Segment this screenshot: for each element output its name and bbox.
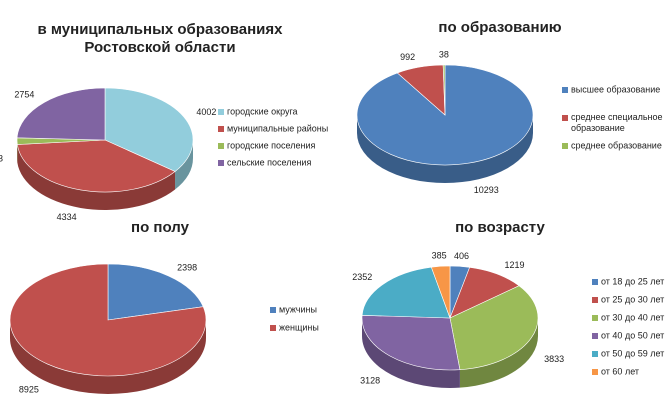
legend-label: мужчины bbox=[279, 304, 317, 314]
pie-slice bbox=[449, 285, 539, 370]
pie-side bbox=[362, 318, 460, 389]
pie-slice bbox=[16, 139, 176, 193]
data-label: 3833 bbox=[544, 354, 564, 364]
legend-swatch bbox=[562, 115, 568, 121]
pie-tops bbox=[9, 263, 207, 377]
legend-label: среднее образование bbox=[571, 140, 662, 150]
pie-tops bbox=[16, 87, 194, 193]
data-label: 406 bbox=[454, 251, 469, 261]
legend-label: от 50 до 59 лет bbox=[601, 348, 664, 358]
legend-swatch bbox=[562, 143, 568, 149]
legend-swatch bbox=[218, 109, 224, 115]
pie-tops bbox=[361, 265, 539, 371]
pie-slice bbox=[361, 266, 451, 319]
legend-swatch bbox=[592, 351, 598, 357]
legend-label: от 25 до 30 лет bbox=[601, 294, 664, 304]
data-label: 385 bbox=[432, 251, 447, 261]
pie-chart: по полу 2398 8925 мужчины женщины bbox=[9, 219, 319, 394]
data-label: 1219 bbox=[504, 260, 524, 270]
data-label: 2398 bbox=[177, 262, 197, 272]
legend-label: муниципальные районы bbox=[227, 123, 328, 133]
legend-swatch bbox=[592, 279, 598, 285]
pie-slice bbox=[107, 263, 204, 321]
legend-swatch bbox=[592, 297, 598, 303]
chart-title: по возрасту bbox=[455, 219, 545, 236]
pie-slice bbox=[361, 314, 461, 371]
pie-walls bbox=[10, 320, 206, 394]
pie-slice bbox=[9, 263, 207, 377]
pie-tops bbox=[356, 64, 534, 166]
legend-swatch bbox=[592, 369, 598, 375]
legend-label: от 30 до 40 лет bbox=[601, 312, 664, 322]
legend-swatch bbox=[592, 315, 598, 321]
pie-slice bbox=[430, 265, 451, 319]
legend-label: от 40 до 50 лет bbox=[601, 330, 664, 340]
pie-side bbox=[357, 115, 533, 183]
legend-swatch bbox=[270, 325, 276, 331]
legend-label: от 60 лет bbox=[601, 366, 639, 376]
legend-swatch bbox=[218, 143, 224, 149]
legend-label: женщины bbox=[279, 322, 319, 332]
data-label: 38 bbox=[439, 49, 449, 59]
pie-slice bbox=[104, 87, 194, 172]
legend-label: высшее образование bbox=[571, 84, 660, 94]
data-label: 992 bbox=[400, 52, 415, 62]
legend-label: городские поселения bbox=[227, 140, 315, 150]
legend-swatch bbox=[218, 160, 224, 166]
pie-side bbox=[459, 318, 538, 388]
pie-chart: в муниципальных образованиях Ростовской о… bbox=[0, 21, 328, 222]
data-label: 4002 bbox=[196, 107, 216, 117]
legend-swatch bbox=[218, 126, 224, 132]
pie-walls bbox=[357, 115, 533, 183]
legend-label: городские округа bbox=[227, 106, 298, 116]
pie-side bbox=[10, 320, 206, 394]
legend-swatch bbox=[592, 333, 598, 339]
legend-swatch bbox=[270, 307, 276, 313]
data-label: 233 bbox=[0, 154, 3, 164]
pie-slice bbox=[442, 64, 446, 116]
pie-side bbox=[175, 140, 193, 190]
data-label: 4334 bbox=[57, 212, 77, 222]
chart-title: по полу bbox=[131, 219, 190, 236]
chart-title: в муниципальных образованиях Ростовской о… bbox=[38, 21, 284, 56]
data-label: 8925 bbox=[19, 384, 39, 394]
data-label: 2352 bbox=[352, 272, 372, 282]
legend-swatch bbox=[562, 87, 568, 93]
pie-chart: по возрасту 406 1219 3833 3128 2352 385 от 18 д… bbox=[352, 219, 664, 389]
data-label: 2754 bbox=[14, 90, 34, 100]
pie-walls bbox=[362, 318, 538, 389]
legend-label: среднее специальное образование bbox=[571, 112, 663, 133]
legend-label: от 18 до 25 лет bbox=[601, 276, 664, 286]
pie-side bbox=[17, 144, 176, 210]
legend-label: сельские поселения bbox=[227, 157, 311, 167]
chart-title: по образованию bbox=[438, 19, 561, 36]
data-label: 3128 bbox=[360, 376, 380, 386]
pie-chart: по образованию 10293 992 38 высшее образован… bbox=[356, 19, 663, 195]
data-label: 10293 bbox=[474, 185, 499, 195]
pie-slice bbox=[16, 87, 106, 141]
